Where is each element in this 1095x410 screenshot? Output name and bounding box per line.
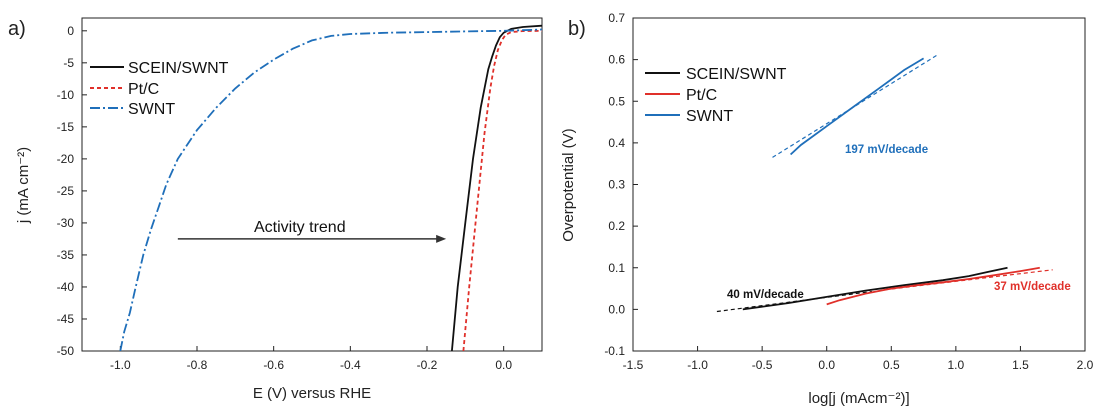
y-tick-label: -35 [57, 248, 75, 262]
x-axis-label-b: log[j (mAcm⁻²)] [808, 390, 909, 407]
x-tick-label: -1.0 [110, 358, 131, 372]
series-line-pt-c [826, 266, 1040, 306]
x-axis-b: -1.5 -1.0 -0.5 0.0 0.5 1.0 1.5 2.0 [623, 346, 1094, 372]
y-tick-label: -10 [57, 88, 75, 102]
legend-b: SCEIN/SWNT Pt/C SWNT [645, 66, 787, 125]
y-tick-label: -15 [57, 120, 75, 134]
legend-b-label-swnt: SWNT [686, 108, 733, 125]
x-tick-label: -1.0 [687, 358, 708, 372]
y-axis-label-b: Overpotential (V) [560, 128, 577, 241]
x-tick-label: 0.5 [883, 358, 900, 372]
y-tick-label: 0.3 [608, 178, 625, 192]
legend-b-label-ptc: Pt/C [686, 87, 717, 104]
legend-b-label-scein: SCEIN/SWNT [686, 66, 787, 83]
y-tick-label: 0.1 [608, 261, 625, 275]
y-tick-label: -45 [57, 312, 75, 326]
series-group-a [119, 24, 542, 351]
y-tick-label: -25 [57, 184, 75, 198]
y-tick-label: -5 [63, 56, 74, 70]
panel-b-label: b) [568, 18, 586, 40]
x-tick-label: -0.6 [263, 358, 284, 372]
x-tick-label: 1.5 [1012, 358, 1029, 372]
series-line-swnt [119, 28, 542, 351]
series-line-swnt [789, 57, 925, 156]
plot-frame-a [81, 17, 543, 352]
y-tick-label: -0.1 [604, 344, 625, 358]
chart-a: -1.0 -0.8 -0.6 -0.4 -0.2 0.0 0 -5 -10 -15 -20 -25 -… [15, 17, 543, 402]
x-tick-label: -0.4 [340, 358, 361, 372]
legend-a-label-swnt: SWNT [128, 101, 175, 118]
legend-a-label-ptc: Pt/C [128, 81, 159, 98]
x-tick-label: -0.5 [752, 358, 773, 372]
x-tick-label: 0.0 [495, 358, 512, 372]
y-tick-label: -40 [57, 280, 75, 294]
y-tick-label: 0 [67, 24, 74, 38]
legend-a-label-scein: SCEIN/SWNT [128, 60, 229, 77]
y-tick-label: 0.2 [608, 219, 625, 233]
y-axis-a: 0 -5 -10 -15 -20 -25 -30 -35 -40 -45 -50 [57, 24, 87, 358]
x-axis-label-a: E (V) versus RHE [253, 385, 371, 402]
series-line-scein-swnt [451, 24, 542, 351]
chart-b: -1.5 -1.0 -0.5 0.0 0.5 1.0 1.5 2.0 -0.1 0.0 0.1 0.… [560, 11, 1094, 407]
y-tick-label: 0.6 [608, 53, 625, 67]
annotation-scein-slope: 40 mV/decade [727, 289, 804, 301]
annotation-ptc-slope: 37 mV/decade [994, 281, 1071, 293]
y-axis-b: -0.1 0.0 0.1 0.2 0.3 0.4 0.5 0.6 0.7 [604, 11, 638, 358]
series-group-b [716, 54, 1053, 313]
series-line-pt-c [462, 29, 542, 351]
annotation-swnt-slope: 197 mV/decade [845, 144, 928, 156]
y-tick-label: -50 [57, 344, 75, 358]
y-tick-label: 0.0 [608, 302, 625, 316]
x-tick-label: 2.0 [1077, 358, 1094, 372]
y-tick-label: 0.4 [608, 136, 625, 150]
y-tick-label: -30 [57, 216, 75, 230]
y-tick-label: -20 [57, 152, 75, 166]
x-tick-label: -0.2 [417, 358, 438, 372]
series-line-scein-swnt [742, 266, 1008, 311]
x-tick-label: 0.0 [818, 358, 835, 372]
annotation-activity-trend: Activity trend [254, 219, 346, 236]
annotation-arrow-head [436, 234, 447, 243]
x-tick-label: -0.8 [187, 358, 208, 372]
y-tick-label: 0.5 [608, 94, 625, 108]
x-tick-label: 1.0 [948, 358, 965, 372]
y-axis-label-a: j (mA cm⁻²) [15, 147, 32, 224]
x-axis-a: -1.0 -0.8 -0.6 -0.4 -0.2 0.0 [110, 346, 512, 372]
y-tick-label: 0.7 [608, 11, 625, 25]
panel-a-label: a) [8, 18, 26, 40]
x-tick-label: -1.5 [623, 358, 644, 372]
legend-a: SCEIN/SWNT Pt/C SWNT [90, 60, 229, 118]
